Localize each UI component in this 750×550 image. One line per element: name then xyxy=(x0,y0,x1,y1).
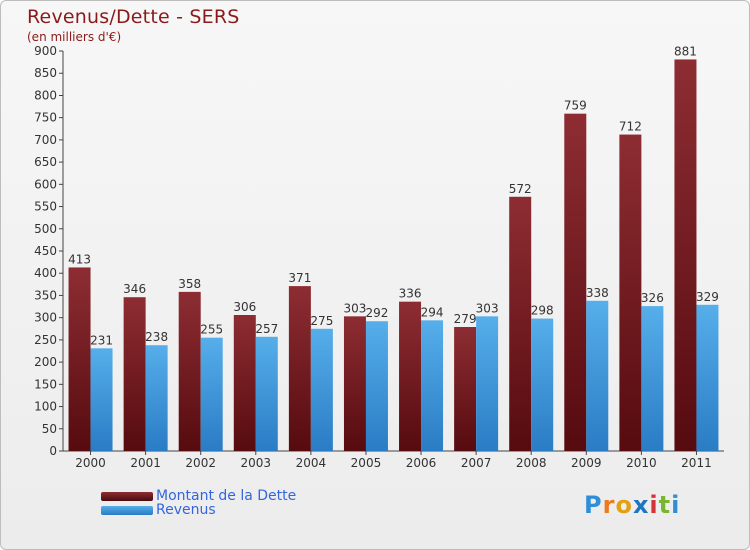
bar-debt xyxy=(68,267,91,451)
x-tick-label: 2011 xyxy=(681,456,712,470)
x-tick-label: 2002 xyxy=(185,456,216,470)
chart-title: Revenus/Dette - SERS xyxy=(27,6,240,28)
bar-debt xyxy=(343,316,366,451)
x-tick-label: 2000 xyxy=(75,456,106,470)
y-tick-label: 550 xyxy=(34,200,57,214)
logo-letter: r xyxy=(602,491,616,519)
bar-debt xyxy=(178,291,201,451)
y-tick-label: 850 xyxy=(34,66,57,80)
bar-revenue xyxy=(531,318,554,451)
x-tick-label: 2010 xyxy=(626,456,657,470)
x-tick-label: 2009 xyxy=(571,456,602,470)
legend-label-revenue: Revenus xyxy=(156,502,216,518)
data-label-debt: 346 xyxy=(123,282,146,296)
chart-subtitle: (en milliers d'€) xyxy=(27,30,122,44)
data-label-debt: 712 xyxy=(619,120,642,134)
bar-revenue xyxy=(641,306,664,451)
data-label-revenue: 329 xyxy=(696,290,719,304)
data-label-revenue: 298 xyxy=(531,304,554,318)
bar-debt xyxy=(233,315,256,451)
data-label-revenue: 255 xyxy=(200,323,223,337)
bar-revenue xyxy=(310,328,333,451)
data-label-debt: 881 xyxy=(674,44,697,58)
legend-label-debt: Montant de la Dette xyxy=(156,488,297,504)
y-tick-label: 400 xyxy=(34,266,57,280)
y-tick-label: 900 xyxy=(34,44,57,58)
y-tick-label: 450 xyxy=(34,244,57,258)
bar-debt xyxy=(619,134,642,452)
y-tick-label: 500 xyxy=(34,222,57,236)
data-label-debt: 759 xyxy=(564,99,587,113)
data-label-debt: 336 xyxy=(399,287,422,301)
data-label-debt: 413 xyxy=(68,252,91,266)
bar-revenue xyxy=(90,348,113,451)
bar-revenue xyxy=(476,316,499,451)
data-label-revenue: 303 xyxy=(476,301,499,315)
logo-letter: t xyxy=(658,491,672,519)
bar-debt xyxy=(674,59,697,451)
bar-revenue xyxy=(365,321,388,451)
legend-swatch-debt xyxy=(101,491,153,501)
logo-letter: o xyxy=(615,491,633,519)
logo-letter: x xyxy=(632,491,650,519)
data-label-revenue: 326 xyxy=(641,291,664,305)
y-tick-label: 750 xyxy=(34,111,57,125)
bar-debt xyxy=(288,286,311,451)
y-tick-label: 50 xyxy=(42,422,57,436)
y-tick-label: 100 xyxy=(34,400,57,414)
bar-revenue xyxy=(200,337,223,451)
legend-item-debt: Montant de la Dette xyxy=(101,488,296,504)
x-tick-label: 2001 xyxy=(130,456,161,470)
logo-letter: P xyxy=(584,491,603,519)
legend-swatch-revenue xyxy=(101,505,153,515)
bar-debt xyxy=(564,113,587,452)
data-label-debt: 303 xyxy=(344,301,367,315)
bar-revenue xyxy=(696,304,719,451)
data-label-revenue: 338 xyxy=(586,286,609,300)
bar-debt xyxy=(399,301,422,451)
data-label-debt: 306 xyxy=(233,300,256,314)
bar-revenue xyxy=(145,345,168,451)
y-tick-label: 600 xyxy=(34,177,57,191)
x-tick-label: 2006 xyxy=(406,456,437,470)
bar-revenue xyxy=(586,300,609,451)
data-label-debt: 358 xyxy=(178,277,201,291)
x-tick-label: 2007 xyxy=(461,456,492,470)
data-label-debt: 279 xyxy=(454,312,477,326)
y-tick-label: 200 xyxy=(34,355,57,369)
x-tick-label: 2004 xyxy=(296,456,327,470)
y-tick-label: 300 xyxy=(34,311,57,325)
bar-revenue xyxy=(255,336,278,451)
data-label-debt: 572 xyxy=(509,182,532,196)
y-tick-label: 800 xyxy=(34,88,57,102)
legend-item-revenue: Revenus xyxy=(101,502,216,518)
data-label-debt: 371 xyxy=(288,271,311,285)
proxiti-logo: Proxiti xyxy=(584,491,680,519)
data-label-revenue: 238 xyxy=(145,330,168,344)
bar-debt xyxy=(509,196,532,451)
x-tick-label: 2003 xyxy=(241,456,272,470)
x-tick-label: 2008 xyxy=(516,456,547,470)
data-label-revenue: 257 xyxy=(255,322,278,336)
y-tick-label: 0 xyxy=(49,444,57,458)
bar-debt xyxy=(123,297,146,451)
data-label-revenue: 231 xyxy=(90,333,113,347)
data-label-revenue: 294 xyxy=(421,305,444,319)
x-tick-label: 2005 xyxy=(351,456,382,470)
data-label-revenue: 275 xyxy=(310,314,333,328)
y-tick-label: 250 xyxy=(34,333,57,347)
bar-revenue xyxy=(421,320,444,451)
y-tick-label: 650 xyxy=(34,155,57,169)
logo-letter: i xyxy=(671,491,681,519)
y-tick-label: 350 xyxy=(34,288,57,302)
data-label-revenue: 292 xyxy=(366,306,389,320)
bar-debt xyxy=(454,327,477,451)
logo-letter: i xyxy=(649,491,659,519)
y-tick-label: 700 xyxy=(34,133,57,147)
y-tick-label: 150 xyxy=(34,377,57,391)
